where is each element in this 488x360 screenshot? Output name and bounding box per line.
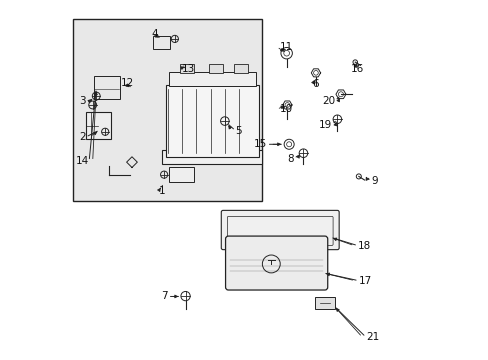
FancyBboxPatch shape (94, 76, 120, 99)
Text: 13: 13 (182, 64, 195, 74)
Text: 6: 6 (312, 79, 319, 89)
Text: 16: 16 (350, 64, 363, 74)
Text: 3: 3 (79, 96, 85, 107)
Text: 20: 20 (321, 96, 334, 106)
FancyBboxPatch shape (233, 64, 247, 73)
FancyBboxPatch shape (315, 297, 334, 309)
Text: 7: 7 (161, 292, 167, 301)
Text: 9: 9 (370, 176, 377, 186)
FancyBboxPatch shape (73, 19, 262, 202)
Text: 15: 15 (253, 139, 266, 149)
Text: 17: 17 (358, 276, 371, 286)
Text: 12: 12 (121, 78, 134, 88)
FancyBboxPatch shape (221, 210, 339, 249)
Text: 21: 21 (365, 332, 378, 342)
Text: 18: 18 (357, 241, 370, 251)
Text: 2: 2 (79, 132, 85, 142)
FancyBboxPatch shape (169, 167, 194, 182)
Text: 4: 4 (152, 28, 158, 39)
Text: 11: 11 (280, 42, 293, 52)
Text: 14: 14 (76, 157, 89, 166)
FancyBboxPatch shape (162, 150, 262, 164)
Text: 1: 1 (159, 186, 165, 196)
Text: 10: 10 (280, 104, 293, 114)
FancyBboxPatch shape (152, 36, 170, 49)
FancyBboxPatch shape (85, 112, 110, 139)
FancyBboxPatch shape (165, 85, 258, 157)
Text: 8: 8 (286, 154, 293, 163)
FancyBboxPatch shape (168, 72, 255, 86)
Text: 5: 5 (235, 126, 242, 136)
Text: 19: 19 (318, 120, 331, 130)
FancyBboxPatch shape (180, 64, 194, 73)
FancyBboxPatch shape (208, 64, 223, 73)
FancyBboxPatch shape (225, 236, 327, 290)
